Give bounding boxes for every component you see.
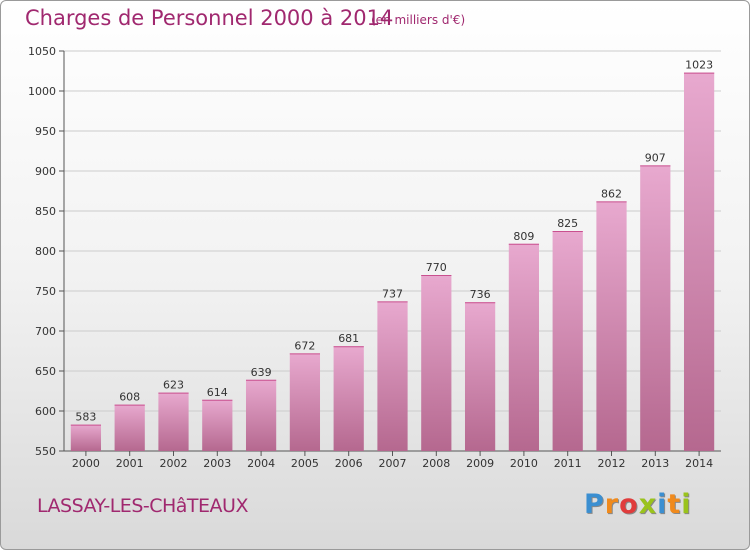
- logo-letter: t: [667, 489, 682, 520]
- y-tick-label: 750: [35, 285, 56, 298]
- logo-letter: r: [604, 489, 620, 520]
- y-tick-label: 900: [35, 165, 56, 178]
- y-tick-label: 850: [35, 205, 56, 218]
- logo-letter: i: [681, 489, 692, 520]
- data-label: 737: [382, 287, 403, 300]
- commune-name: LASSAY-LES-CHâTEAUX: [37, 495, 248, 517]
- chart-title: Charges de Personnel 2000 à 2014: [25, 6, 394, 30]
- bar: [114, 404, 145, 451]
- y-tick-label: 700: [35, 325, 56, 338]
- chart-subtitle: (en milliers d'€): [371, 13, 466, 27]
- x-tick-label: 2004: [247, 457, 275, 470]
- y-tick-label: 1000: [28, 85, 56, 98]
- data-label: 681: [338, 332, 359, 345]
- bar: [508, 243, 540, 451]
- bars: [70, 72, 715, 451]
- logo-letter: P: [584, 489, 605, 520]
- y-tick-label: 800: [35, 245, 56, 258]
- x-tick-label: 2011: [554, 457, 582, 470]
- x-tick-label: 2014: [685, 457, 713, 470]
- proxiti-logo[interactable]: Proxiti: [584, 489, 692, 520]
- y-tick-label: 950: [35, 125, 56, 138]
- bar: [464, 302, 496, 451]
- y-tick-label: 600: [35, 405, 56, 418]
- x-tick-label: 2003: [203, 457, 231, 470]
- x-tick-label: 2007: [379, 457, 407, 470]
- bar: [377, 301, 408, 451]
- data-label: 1023: [685, 59, 713, 72]
- y-tick-label: 1050: [28, 45, 56, 58]
- bar: [640, 165, 671, 451]
- data-label: 623: [163, 379, 184, 392]
- x-tick-label: 2013: [641, 457, 669, 470]
- data-label: 608: [119, 391, 140, 404]
- bar: [421, 275, 452, 451]
- x-tick-label: 2009: [466, 457, 494, 470]
- data-label: 639: [251, 366, 272, 379]
- y-tick-label: 550: [35, 445, 56, 458]
- data-label: 825: [557, 217, 578, 230]
- bar: [596, 201, 627, 451]
- x-tick-label: 2008: [422, 457, 450, 470]
- bar: [158, 392, 189, 451]
- data-label: 862: [601, 187, 622, 200]
- x-tick-label: 2000: [72, 457, 100, 470]
- x-tick-label: 2001: [116, 457, 144, 470]
- data-label: 736: [470, 288, 491, 301]
- bar: [683, 72, 715, 451]
- bar: [333, 346, 364, 451]
- data-label: 907: [645, 151, 666, 164]
- data-label: 672: [294, 339, 315, 352]
- y-tick-label: 650: [35, 365, 56, 378]
- x-tick-label: 2002: [160, 457, 188, 470]
- data-label: 809: [513, 230, 534, 243]
- x-tick-label: 2005: [291, 457, 319, 470]
- bar: [552, 231, 583, 451]
- x-tick-label: 2006: [335, 457, 363, 470]
- logo-letter: x: [638, 489, 658, 520]
- logo-letter: o: [619, 489, 639, 520]
- logo-letter: i: [657, 489, 668, 520]
- bar: [245, 379, 277, 451]
- x-tick-label: 2010: [510, 457, 538, 470]
- data-label: 583: [75, 411, 96, 424]
- labels: 583 608 623 614 639 672 681 737 770 736 809 825 862 9…: [75, 59, 713, 424]
- bar: [202, 399, 233, 451]
- bar: [70, 424, 102, 451]
- bar: [289, 353, 321, 451]
- x-tick-label: 2012: [598, 457, 626, 470]
- data-label: 614: [207, 386, 228, 399]
- data-label: 770: [426, 261, 447, 274]
